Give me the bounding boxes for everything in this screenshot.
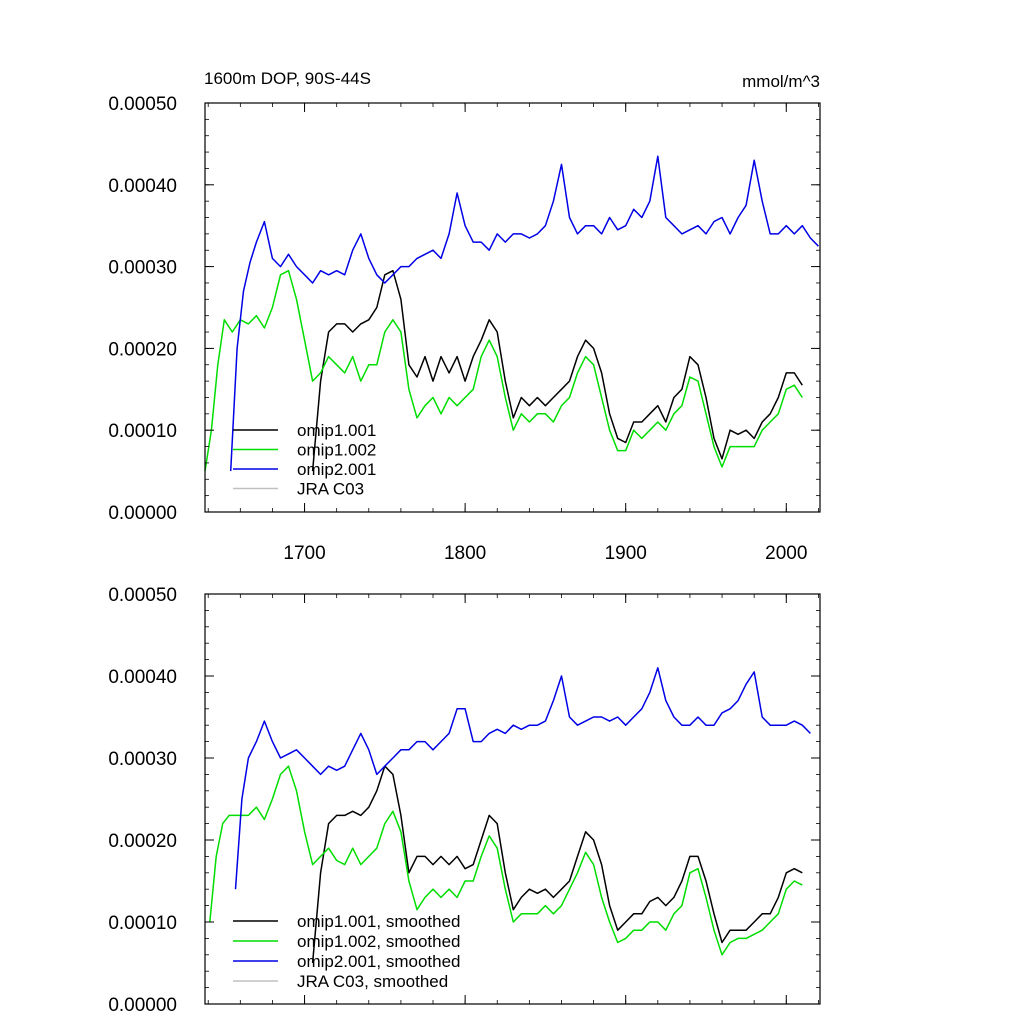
top-panel: 1600m DOP, 90S-44S mmol/m^3 0.000000.000… (108, 69, 821, 564)
plot-frame (204, 102, 821, 513)
x-tick-label: 1800 (444, 543, 486, 564)
x-tick-label: 1700 (283, 543, 325, 564)
series-line-2 (229, 155, 819, 472)
series-line-1 (209, 765, 803, 956)
legend-label-0: omip1.001, smoothed (297, 912, 461, 931)
series-line-2 (234, 667, 811, 890)
y-tick-label: 0.00020 (108, 831, 177, 852)
y-tick-label: 0.00040 (108, 667, 177, 688)
axes: 0.00000 0.00010 0.00020 0.00030 0.00040 0.000… (108, 94, 821, 564)
y-tick-label: 0.00030 (108, 258, 177, 279)
y-tick-label: 0.00050 (108, 94, 177, 115)
y-tick-label: 0.00010 (108, 421, 177, 442)
y-tick-label: 0.00030 (108, 749, 177, 770)
series-lines (204, 155, 819, 472)
bottom-panel: 0.00000 0.00010 0.00020 0.00030 0.00040 0.000… (108, 585, 821, 1016)
y-tick-label: 0.00000 (108, 995, 177, 1016)
legend-label-2: omip2.001 (297, 460, 376, 479)
axes: 0.00000 0.00010 0.00020 0.00030 0.00040 0.000… (108, 585, 821, 1016)
x-tick-label: 1900 (605, 543, 647, 564)
series-line-0 (311, 765, 803, 964)
legend-label-0: omip1.001 (297, 421, 376, 440)
legend-label-1: omip1.002 (297, 441, 376, 460)
plot-frame (204, 593, 821, 1005)
legend-label-1: omip1.002, smoothed (297, 932, 461, 951)
y-tick-label: 0.00020 (108, 339, 177, 360)
y-tick-label: 0.00000 (108, 503, 177, 524)
y-tick-label: 0.00040 (108, 176, 177, 197)
legend-label-3: JRA C03 (297, 480, 364, 499)
y-tick-label: 0.00010 (108, 913, 177, 934)
legend-label-2: omip2.001, smoothed (297, 952, 461, 971)
series-line-0 (311, 269, 803, 472)
y-tick-label: 0.00050 (108, 585, 177, 606)
panel-title-right: mmol/m^3 (742, 72, 820, 91)
series-lines (209, 667, 811, 964)
panel-title-left: 1600m DOP, 90S-44S (204, 69, 371, 88)
series-line-1 (204, 269, 803, 472)
legend-label-3: JRA C03, smoothed (297, 972, 448, 991)
x-tick-label: 2000 (765, 543, 807, 564)
